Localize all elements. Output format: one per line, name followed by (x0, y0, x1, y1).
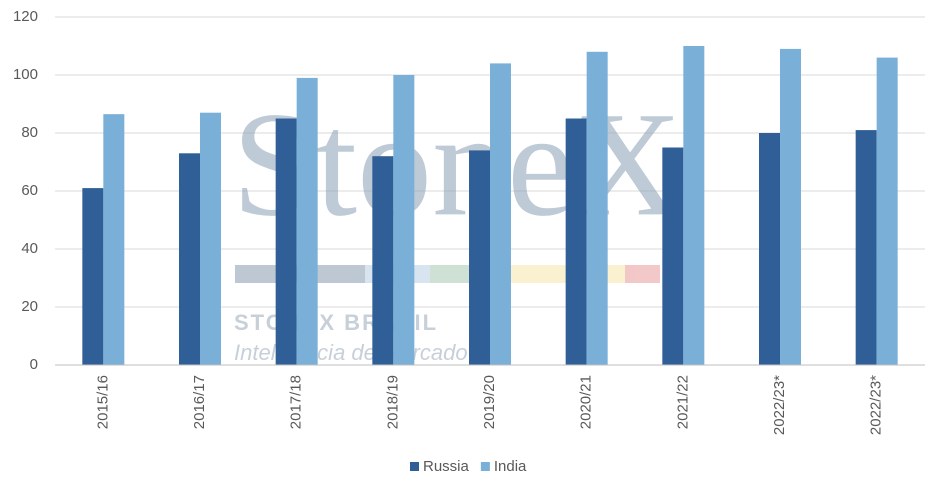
legend-label: India (494, 458, 527, 475)
bar (103, 114, 125, 366)
bar (662, 147, 684, 365)
x-tick-label: 2021/22 (674, 375, 691, 429)
x-tick-label: 2022/23* (868, 375, 885, 435)
bar (683, 46, 705, 365)
x-tick-label: 2016/17 (191, 375, 208, 429)
bar (296, 77, 318, 366)
bar (490, 63, 511, 366)
bar (82, 188, 104, 365)
x-tick-label: 2018/19 (384, 375, 401, 429)
y-tick-label: 100 (13, 66, 38, 83)
legend-swatch (410, 462, 419, 471)
bar (759, 133, 780, 365)
bar (179, 153, 200, 365)
bar (855, 130, 877, 365)
y-tick-label: 20 (21, 298, 38, 315)
x-tick-label: 2020/21 (578, 375, 595, 429)
bar (469, 150, 490, 365)
y-tick-label: 120 (13, 8, 38, 25)
bar (200, 112, 221, 365)
y-tick-label: 0 (30, 356, 38, 373)
bar (876, 57, 898, 365)
watermark-tagline: Inteligência de Mercado (234, 340, 468, 365)
y-tick-label: 40 (21, 240, 38, 257)
legend-swatch (480, 462, 490, 471)
bar (565, 118, 587, 365)
bar (393, 75, 415, 365)
legend-label: Russia (423, 458, 470, 475)
x-tick-label: 2022/23* (771, 375, 788, 435)
bar (372, 156, 394, 365)
bar (275, 118, 297, 365)
x-tick-label: 2015/16 (94, 375, 111, 429)
y-tick-label: 60 (21, 182, 38, 199)
x-tick-label: 2019/20 (481, 375, 498, 429)
y-tick-label: 80 (21, 124, 38, 141)
watermark-strip (625, 265, 660, 283)
bar (780, 48, 801, 366)
bar (586, 51, 608, 366)
x-tick-label: 2017/18 (288, 375, 305, 429)
